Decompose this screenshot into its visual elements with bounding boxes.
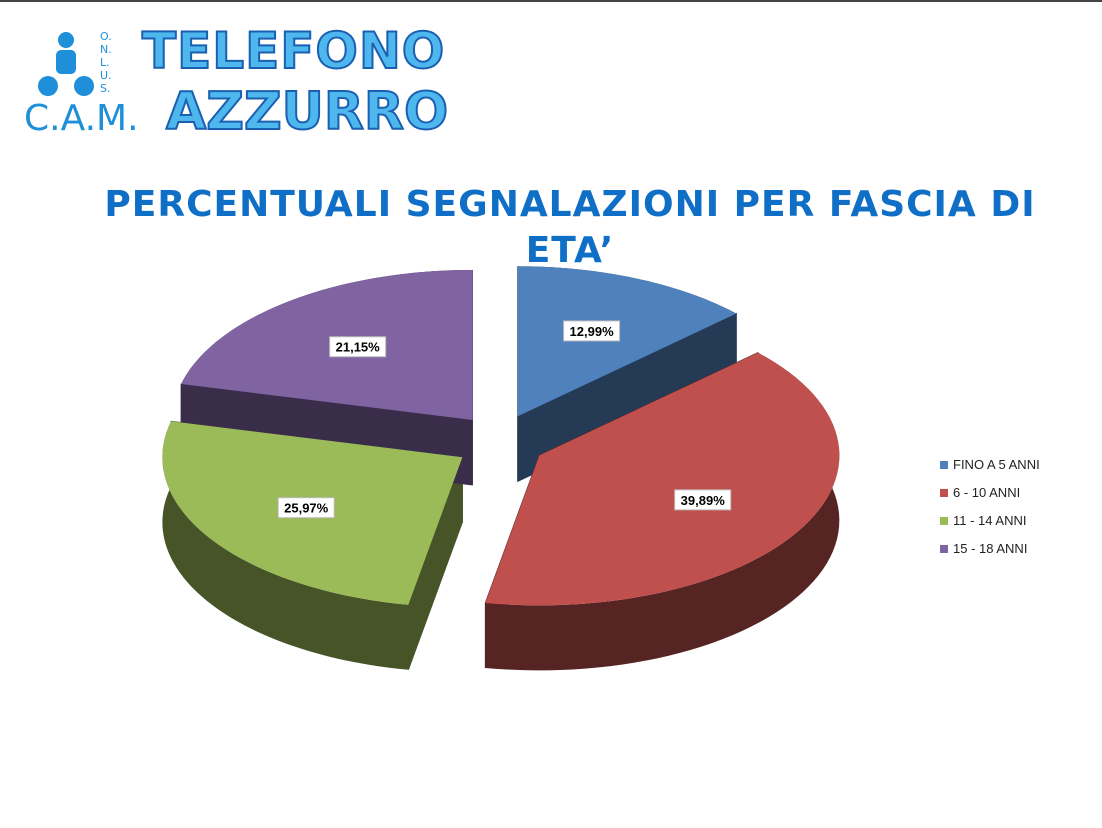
legend-label: 11 - 14 ANNI <box>953 513 1026 528</box>
slice-side <box>485 352 840 671</box>
value-label-box <box>329 336 387 358</box>
legend-swatch <box>940 517 948 525</box>
legend-swatch <box>940 545 948 553</box>
slice-side <box>162 421 409 670</box>
value-label-box <box>674 489 732 511</box>
logo-line1: TELEFONO <box>141 21 446 81</box>
slice-tops <box>162 266 840 606</box>
value-label: 25,97% <box>284 501 329 516</box>
legend-label: FINO A 5 ANNI <box>953 457 1040 472</box>
logo-line2: AZZURRO <box>165 81 449 143</box>
value-label-box <box>277 497 335 519</box>
legend-swatch <box>940 489 948 497</box>
chart-title: PERCENTUALI SEGNALAZIONI PER FASCIA DI E… <box>104 184 1036 271</box>
value-label-box <box>563 320 621 342</box>
legend-label: 6 - 10 ANNI <box>953 485 1020 500</box>
logo-icon <box>38 32 94 96</box>
legend-swatch <box>940 461 948 469</box>
slice <box>517 266 737 417</box>
logo-org: C.A.M. <box>24 98 139 139</box>
labels: 12,99% 39,89% 25,97% 21,15% <box>277 320 732 519</box>
legend-label: 15 - 18 ANNI <box>953 541 1027 556</box>
logo-onlus: O.N.L.U.S. <box>100 30 112 95</box>
slice <box>181 269 473 420</box>
value-label: 39,89% <box>681 493 726 508</box>
value-label: 12,99% <box>570 324 615 339</box>
value-label: 21,15% <box>336 340 381 355</box>
slice <box>485 352 840 606</box>
